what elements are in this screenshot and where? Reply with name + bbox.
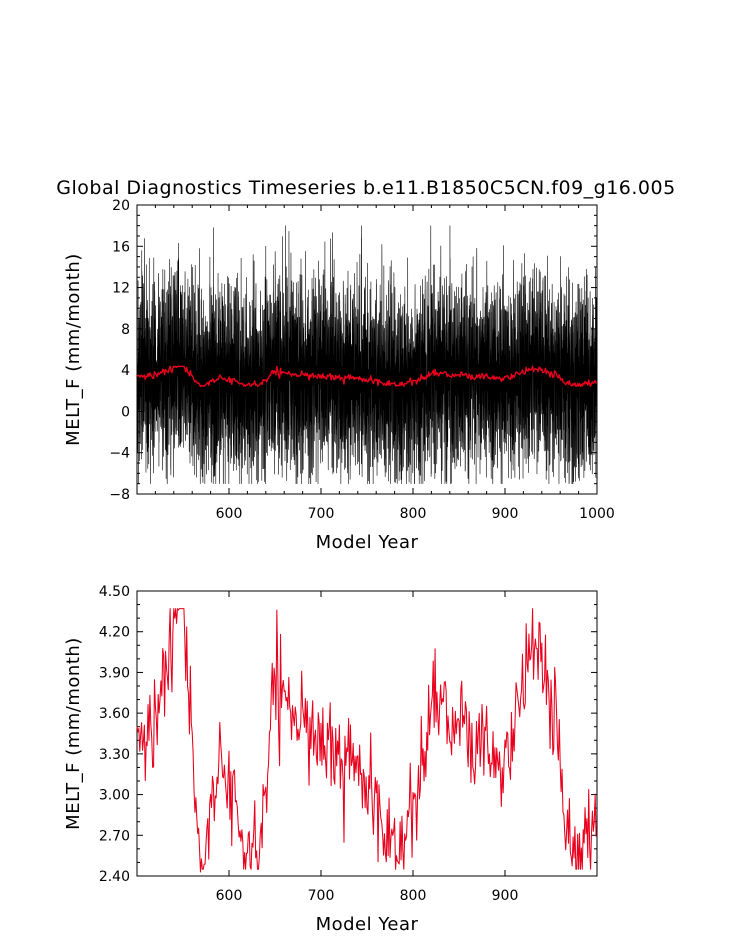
x-tick-label: 600 [216, 888, 243, 904]
plot-frame [136, 590, 598, 877]
y-axis-label: MELT_F (mm/month) [63, 637, 84, 830]
y-tick-label: 16 [112, 239, 130, 255]
chart-title: Global Diagnostics Timeseries b.e11.B185… [56, 177, 675, 199]
y-tick-label: 4 [121, 363, 130, 379]
y-tick-label: 3.30 [99, 747, 130, 763]
y-tick-label: 2.40 [99, 869, 130, 885]
chart-top: −8 −4 0 4 8 12 16 20 600 700 800 900 1000 Model Year M… [63, 198, 615, 553]
x-tick-label: 800 [400, 506, 427, 522]
x-tick-label: 800 [400, 888, 427, 904]
x-tick-label: 700 [308, 506, 335, 522]
y-tick-label: 3.00 [99, 788, 130, 804]
y-tick-label: 2.70 [99, 828, 130, 844]
y-tick-label: −4 [109, 446, 130, 462]
y-tick-label: 0 [121, 404, 130, 420]
y-tick-label: 8 [121, 322, 130, 338]
x-axis-label: Model Year [316, 532, 419, 553]
x-tick-label: 1000 [579, 506, 615, 522]
chart-bottom: 2.40 2.70 3.00 3.30 3.60 3.90 4.20 4.50 600 700 80… [63, 584, 598, 935]
y-tick-label: 20 [112, 198, 130, 214]
x-axis-label: Model Year [316, 914, 419, 935]
x-tick-label: 600 [216, 506, 243, 522]
y-tick-label: −8 [109, 487, 130, 503]
series-monthly-line [136, 225, 598, 484]
series-annual-mean-line-bottom [136, 608, 597, 873]
x-tick-label: 700 [308, 888, 335, 904]
series-annual-mean-line-top [136, 365, 597, 388]
x-tick-label: 900 [492, 888, 519, 904]
y-axis-label: MELT_F (mm/month) [63, 253, 84, 446]
y-tick-label: 3.60 [99, 706, 130, 722]
y-tick-label: 4.50 [99, 584, 130, 600]
y-tick-label: 4.20 [99, 625, 130, 641]
x-tick-label: 900 [492, 506, 519, 522]
y-tick-label: 3.90 [99, 665, 130, 681]
y-tick-label: 12 [112, 281, 130, 297]
